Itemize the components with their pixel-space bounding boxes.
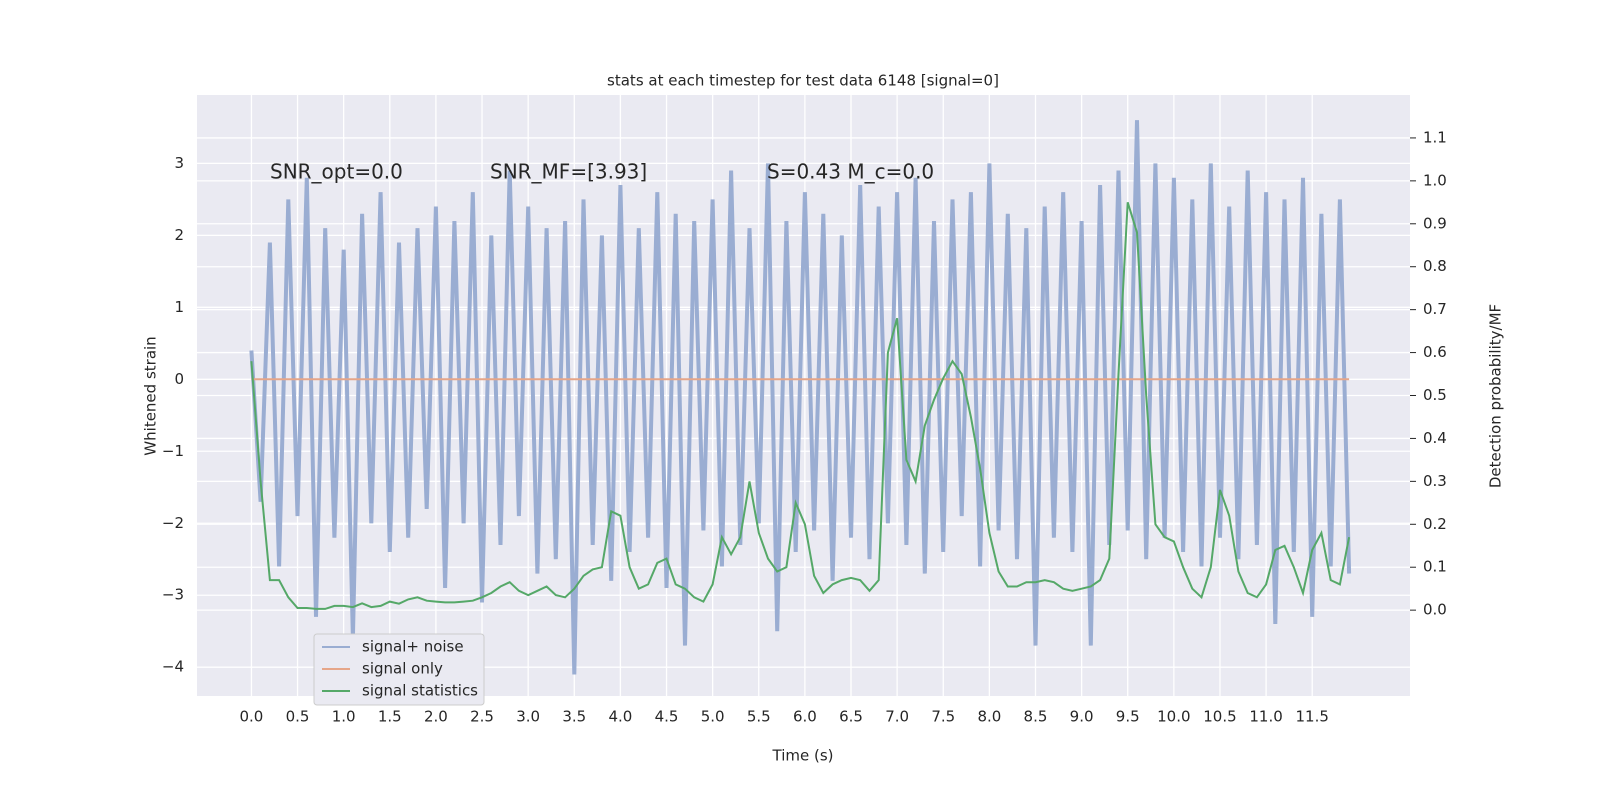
x-axis-label: Time (s) [772, 747, 834, 765]
x-tick-label: 4.5 [655, 708, 679, 726]
series-line [249, 120, 1352, 675]
legend-label: signal+ noise [362, 638, 464, 656]
y2-tick-label: 0.5 [1423, 386, 1447, 404]
y2-tick-label: 0.8 [1423, 257, 1447, 275]
x-tick-label: 5.0 [701, 708, 725, 726]
y-tick-label: −2 [162, 514, 184, 532]
x-tick-label: 0.0 [239, 708, 263, 726]
series-line [250, 202, 1351, 610]
y-tick-label: −1 [162, 442, 184, 460]
y2-tick-label: 0.9 [1423, 214, 1447, 232]
y2-tick-label: 0.4 [1423, 429, 1447, 447]
y2-tick-label: 1.0 [1423, 171, 1447, 189]
legend-label: signal statistics [362, 682, 478, 700]
y2-tick-label: 1.1 [1423, 128, 1447, 146]
y-tick-label: 1 [174, 298, 184, 316]
chart-title: stats at each timestep for test data 614… [607, 72, 999, 90]
x-tick-label: 6.0 [793, 708, 817, 726]
y2-tick-label: 0.3 [1423, 472, 1447, 490]
x-tick-label: 7.0 [885, 708, 909, 726]
x-tick-label: 11.0 [1249, 708, 1282, 726]
x-tick-label: 11.5 [1296, 708, 1329, 726]
y2-tick-label: 0.2 [1423, 515, 1447, 533]
x-tick-label: 2.0 [424, 708, 448, 726]
x-tick-label: 2.5 [470, 708, 494, 726]
y-tick-label: 3 [174, 154, 184, 172]
x-tick-label: 10.0 [1157, 708, 1190, 726]
x-tick-label: 0.5 [286, 708, 310, 726]
x-tick-label: 5.5 [747, 708, 771, 726]
x-tick-label: 8.5 [1024, 708, 1048, 726]
annotation: S=0.43 M_c=0.0 [767, 160, 934, 184]
x-tick-label: 9.0 [1070, 708, 1094, 726]
annotation: SNR_MF=[3.93] [490, 160, 647, 184]
x-tick-label: 3.5 [562, 708, 586, 726]
x-tick-label: 8.0 [977, 708, 1001, 726]
x-tick-label: 1.5 [378, 708, 402, 726]
y2-tick-label: 0.7 [1423, 300, 1447, 318]
x-tick-label: 7.5 [931, 708, 955, 726]
annotation: SNR_opt=0.0 [270, 160, 403, 184]
x-tick-label: 10.5 [1203, 708, 1236, 726]
y2-tick-label: 0.6 [1423, 343, 1447, 361]
legend-box [313, 633, 485, 706]
x-tick-label: 6.5 [839, 708, 863, 726]
x-tick-label: 9.5 [1116, 708, 1140, 726]
y-tick-label: 2 [174, 226, 184, 244]
y-tick-label: −4 [162, 658, 184, 676]
legend-label: signal only [362, 660, 443, 678]
y2-tick-label: 0.0 [1423, 601, 1447, 619]
x-tick-label: 1.0 [332, 708, 356, 726]
y-axis-label: Whitened strain [142, 336, 160, 455]
y-tick-label: −3 [162, 586, 184, 604]
y2-axis-label: Detection probability/MF [1487, 304, 1505, 488]
x-tick-label: 4.0 [608, 708, 632, 726]
x-tick-label: 3.0 [516, 708, 540, 726]
y-tick-label: 0 [174, 370, 184, 388]
y2-tick-label: 0.1 [1423, 558, 1447, 576]
